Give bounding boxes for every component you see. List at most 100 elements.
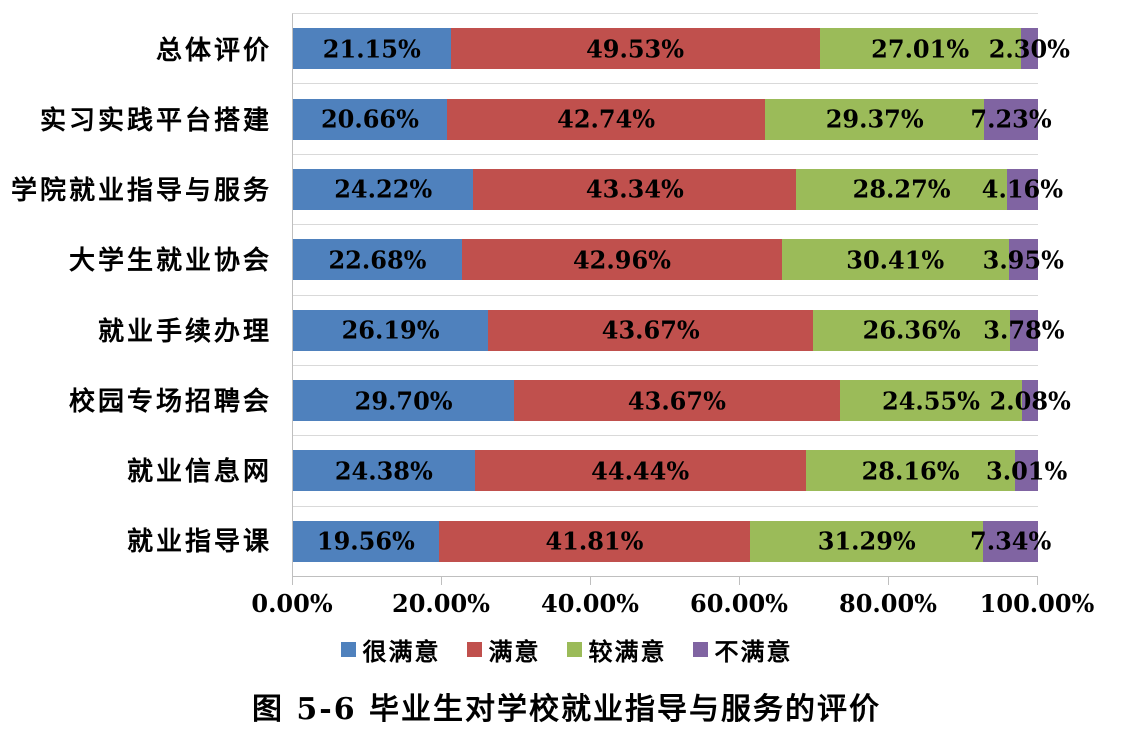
category-label: 就业指导课	[126, 527, 272, 558]
legend-swatch	[340, 641, 356, 657]
bar-segment: 29.37%	[765, 98, 985, 140]
x-tick	[590, 576, 591, 585]
bar-segment-label: 3.95%	[982, 245, 1064, 275]
legend-item: 不满意	[692, 632, 793, 667]
legend-swatch	[466, 641, 482, 657]
legend-item: 较满意	[566, 632, 667, 667]
bar-segment: 43.34%	[473, 168, 797, 210]
bar-segment-label: 7.34%	[970, 526, 1052, 556]
x-tick	[1037, 576, 1038, 585]
bar-segment: 43.67%	[488, 309, 814, 351]
category-label: 就业手续办理	[97, 316, 272, 347]
x-tick-label: 60.00%	[690, 589, 788, 618]
bar-segment: 49.53%	[450, 28, 820, 70]
legend-label: 很满意	[362, 636, 441, 666]
bar-segment-label: 28.16%	[861, 456, 960, 486]
bar-segment: 19.56%	[293, 520, 439, 562]
bar-segment: 41.81%	[438, 520, 751, 562]
bar-track: 24.22% 43.34% 28.27% 4.16%	[293, 168, 1063, 210]
category-label: 总体评价	[155, 35, 272, 66]
bar-segment: 30.41%	[782, 239, 1009, 281]
x-tick	[441, 576, 442, 585]
bar-segment: 42.96%	[461, 239, 782, 281]
bar-segment-label: 3.78%	[983, 315, 1065, 345]
bar-segment: 3.78%	[983, 309, 1065, 351]
category-label: 学院就业指导与服务	[10, 176, 272, 207]
chart-caption: 图 5-6 毕业生对学校就业指导与服务的评价	[251, 692, 882, 727]
bar-segment: 44.44%	[474, 450, 806, 492]
bar-row: 26.19% 43.67% 26.36% 3.78%	[293, 296, 1065, 366]
bar-row: 21.15% 49.53% 27.01% 2.30%	[293, 14, 1070, 85]
bar-segment: 26.19%	[293, 309, 489, 351]
bar-segment-label: 29.70%	[354, 386, 453, 416]
bar-segment-label: 44.44%	[591, 456, 690, 486]
bar-segment-label: 19.56%	[316, 526, 415, 556]
category-label: 就业信息网	[126, 457, 272, 488]
bar-segment: 3.01%	[986, 450, 1067, 492]
x-tick	[292, 576, 293, 585]
legend-item: 满意	[466, 632, 541, 667]
bar-segment-label: 27.01%	[871, 34, 970, 64]
bar-segment: 2.30%	[989, 28, 1070, 70]
legend-label: 不满意	[714, 636, 793, 666]
bar-row: 29.70% 43.67% 24.55% 2.08%	[293, 366, 1071, 437]
bar-track: 29.70% 43.67% 24.55% 2.08%	[293, 380, 1071, 422]
bar-segment-label: 21.15%	[322, 34, 421, 64]
x-tick	[888, 576, 889, 585]
bar-segment-label: 43.67%	[601, 315, 700, 345]
plot-area: 21.15% 49.53% 27.01% 2.30% 20.66% 42.74% 29.37…	[292, 13, 1071, 577]
bar-segment-label: 24.55%	[882, 386, 980, 416]
bar-segment-label: 30.41%	[846, 245, 945, 275]
bar-segment-label: 22.68%	[328, 245, 427, 275]
bar-segment-label: 4.16%	[981, 174, 1064, 204]
bar-segment-label: 2.08%	[989, 386, 1071, 416]
bar-segment-label: 49.53%	[586, 34, 685, 64]
bar-segment: 27.01%	[819, 28, 1021, 70]
bar-segment: 21.15%	[293, 28, 451, 70]
legend-label: 满意	[488, 636, 541, 666]
x-tick-label: 40.00%	[541, 589, 639, 618]
bar-segment-label: 42.74%	[557, 104, 656, 134]
bar-track: 22.68% 42.96% 30.41% 3.95%	[293, 239, 1064, 281]
bar-segment: 7.23%	[970, 98, 1052, 140]
bar-segment-label: 3.01%	[986, 456, 1068, 486]
bar-track: 19.56% 41.81% 31.29% 7.34%	[293, 520, 1051, 562]
bar-track: 21.15% 49.53% 27.01% 2.30%	[293, 28, 1070, 70]
x-tick-label: 20.00%	[392, 589, 490, 618]
bar-segment-label: 43.34%	[585, 174, 684, 204]
bar-segment-label: 2.30%	[988, 34, 1070, 64]
legend-label: 较满意	[588, 636, 667, 666]
bar-segment-label: 43.67%	[627, 386, 726, 416]
bar-segment: 24.22%	[293, 168, 474, 210]
bar-segment: 26.36%	[813, 309, 1010, 351]
bar-segment-label: 31.29%	[817, 526, 916, 556]
bar-segment-label: 24.38%	[334, 456, 433, 486]
bar-segment: 22.68%	[293, 239, 462, 281]
bar-segment-label: 29.37%	[825, 104, 924, 134]
bar-segment-label: 7.23%	[970, 104, 1052, 134]
category-axis: 总体评价实习实践平台搭建学院就业指导与服务大学生就业协会就业手续办理校园专场招聘…	[0, 13, 272, 575]
bar-row: 24.38% 44.44% 28.16% 3.01%	[293, 436, 1067, 507]
bar-row: 22.68% 42.96% 30.41% 3.95%	[293, 225, 1064, 296]
legend-item: 很满意	[340, 632, 441, 667]
bar-row: 24.22% 43.34% 28.27% 4.16%	[293, 155, 1063, 226]
legend: 很满意 满意 较满意 不满意	[0, 632, 1133, 667]
bar-track: 20.66% 42.74% 29.37% 7.23%	[293, 98, 1052, 140]
bar-segment: 4.16%	[982, 168, 1063, 210]
category-label: 大学生就业协会	[68, 246, 272, 277]
bar-segment-label: 41.81%	[545, 526, 644, 556]
category-label: 实习实践平台搭建	[39, 105, 272, 136]
x-tick-label: 100.00%	[979, 589, 1095, 618]
bar-segment: 24.55%	[839, 380, 1023, 422]
bar-segment: 42.74%	[446, 98, 766, 140]
bar-segment: 28.27%	[796, 168, 1007, 210]
bar-row: 20.66% 42.74% 29.37% 7.23%	[293, 84, 1052, 155]
bar-segment-label: 24.22%	[334, 174, 433, 204]
category-label: 校园专场招聘会	[68, 386, 272, 417]
x-axis: 0.00% 20.00% 40.00% 60.00% 80.00% 100.00%	[251, 576, 1094, 624]
bar-segment: 20.66%	[293, 98, 447, 140]
bar-segment: 7.34%	[970, 520, 1051, 562]
x-tick-label: 0.00%	[251, 589, 333, 618]
bar-segment: 28.16%	[805, 450, 1016, 492]
